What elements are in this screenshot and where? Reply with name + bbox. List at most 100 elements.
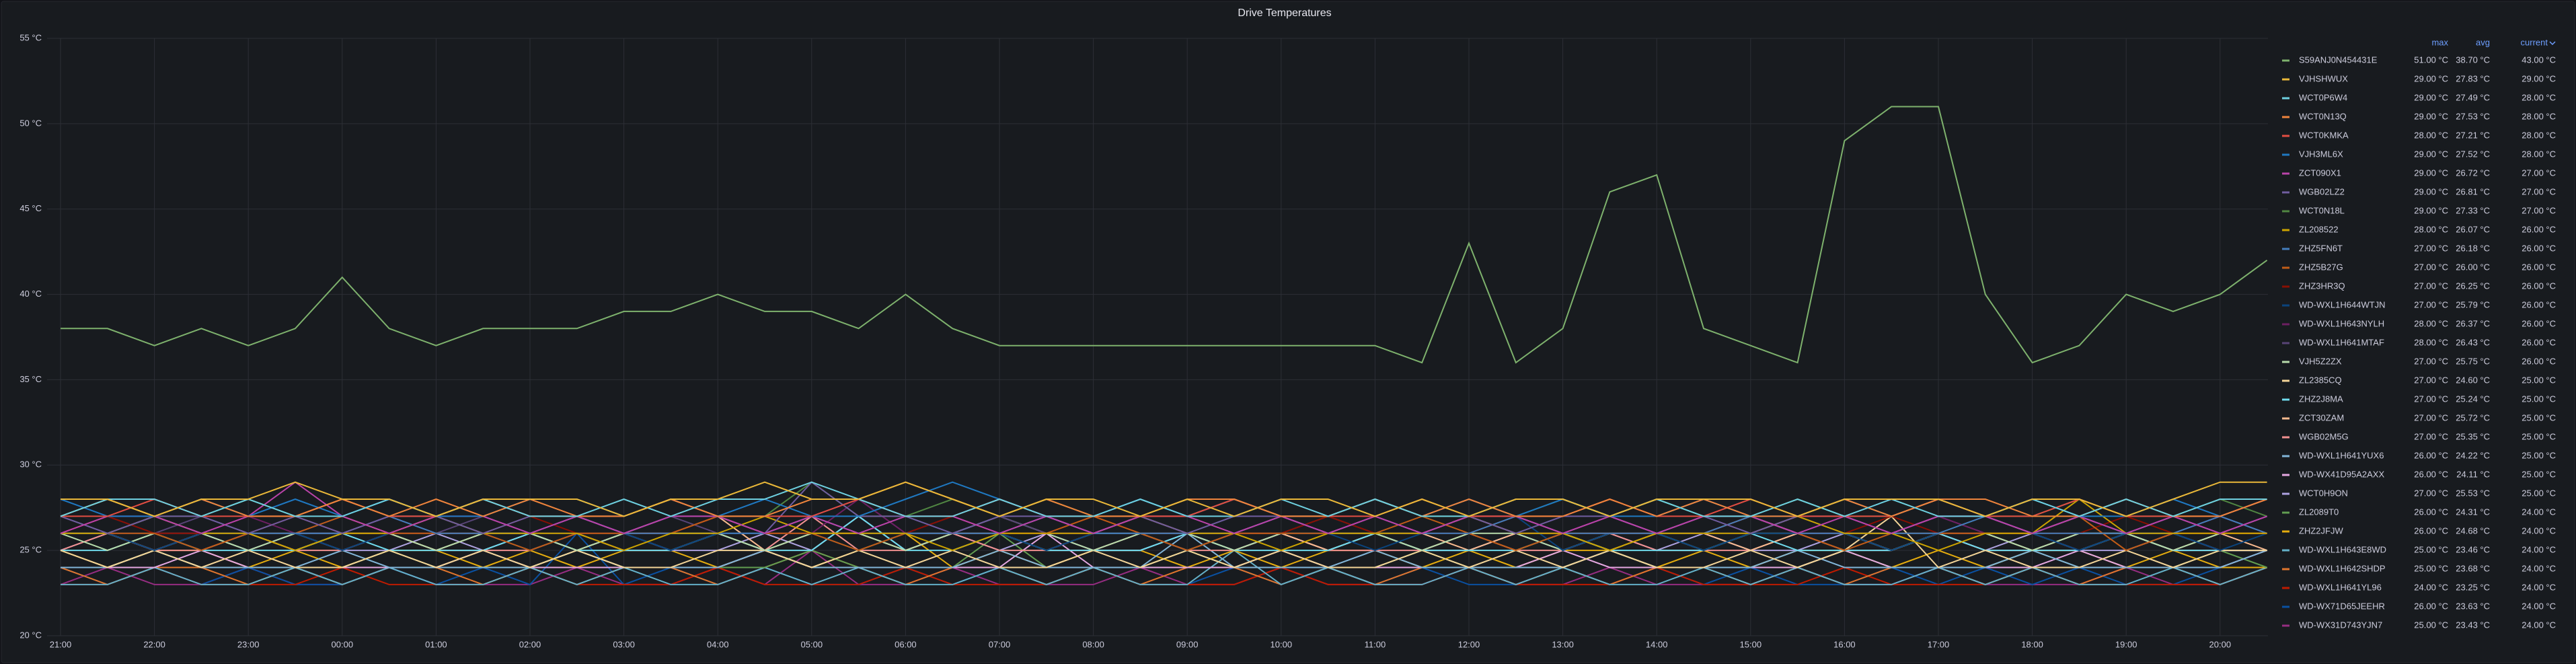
legend-value: 27.00 °C bbox=[2414, 394, 2448, 404]
legend-label[interactable]: ZHZ2JFJW bbox=[2299, 525, 2343, 536]
series-line bbox=[60, 515, 2267, 568]
legend-value: 24.68 °C bbox=[2456, 525, 2490, 536]
legend-value: 26.00 °C bbox=[2414, 507, 2448, 517]
legend-value: 29.00 °C bbox=[2414, 149, 2448, 159]
legend-label[interactable]: ZHZ3HR3Q bbox=[2299, 281, 2345, 291]
legend-value: 26.00 °C bbox=[2456, 262, 2490, 272]
legend-value: 29.00 °C bbox=[2414, 73, 2448, 83]
legend-value: 24.00 °C bbox=[2522, 544, 2556, 554]
x-tick-label: 14:00 bbox=[1646, 639, 1668, 649]
x-tick-label: 05:00 bbox=[801, 639, 823, 649]
series-line bbox=[61, 532, 2267, 568]
legend-label[interactable]: ZHZ2J8MA bbox=[2299, 394, 2343, 404]
legend-value: 24.00 °C bbox=[2414, 582, 2448, 592]
legend-label[interactable]: WD-WXL1H641MTAF bbox=[2299, 337, 2384, 347]
legend-label[interactable]: ZCT090X1 bbox=[2299, 168, 2341, 178]
legend-value: 27.00 °C bbox=[2522, 205, 2556, 215]
legend-label[interactable]: VJH5Z2ZX bbox=[2299, 356, 2342, 366]
legend-label[interactable]: WCT0P6W4 bbox=[2299, 92, 2347, 102]
legend-label[interactable]: ZL2089T0 bbox=[2299, 507, 2339, 517]
legend-value: 25.00 °C bbox=[2522, 375, 2556, 385]
x-tick-label: 07:00 bbox=[989, 639, 1011, 649]
x-tick-label: 20:00 bbox=[2209, 639, 2232, 649]
legend-label[interactable]: WD-WXL1H643NYLH bbox=[2299, 318, 2384, 328]
legend-label[interactable]: WD-WXL1H642SHDP bbox=[2299, 563, 2386, 573]
legend-label[interactable]: WGB02LZ2 bbox=[2299, 186, 2345, 196]
x-tick-label: 09:00 bbox=[1176, 639, 1199, 649]
legend-value: 38.70 °C bbox=[2456, 54, 2490, 65]
legend-value: 23.43 °C bbox=[2456, 620, 2490, 630]
legend-label[interactable]: WCT0H9ON bbox=[2299, 488, 2348, 498]
legend-value: 51.00 °C bbox=[2414, 54, 2448, 65]
legend-value: 28.00 °C bbox=[2414, 224, 2448, 234]
legend-label[interactable]: ZL208522 bbox=[2299, 224, 2339, 234]
legend-value: 24.60 °C bbox=[2456, 375, 2490, 385]
legend-value: 28.00 °C bbox=[2522, 111, 2556, 121]
legend-label[interactable]: WCT0N13Q bbox=[2299, 111, 2347, 121]
x-tick-label: 02:00 bbox=[519, 639, 541, 649]
legend-value: 24.00 °C bbox=[2522, 563, 2556, 573]
legend-value: 27.00 °C bbox=[2414, 262, 2448, 272]
legend-label[interactable]: WGB02M5G bbox=[2299, 431, 2349, 441]
legend-label[interactable]: WD-WXL1H643E8WD bbox=[2299, 544, 2386, 554]
legend-label[interactable]: S59ANJ0N454431E bbox=[2299, 54, 2378, 65]
legend-value: 25.00 °C bbox=[2522, 450, 2556, 460]
legend-value: 24.00 °C bbox=[2522, 507, 2556, 517]
legend-value: 25.79 °C bbox=[2456, 299, 2490, 309]
legend-value: 25.53 °C bbox=[2456, 488, 2490, 498]
legend-value: 24.22 °C bbox=[2456, 450, 2490, 460]
y-tick-label: 40 °C bbox=[20, 289, 42, 299]
legend-value: 23.63 °C bbox=[2456, 601, 2490, 611]
legend-label[interactable]: WCT0N18L bbox=[2299, 205, 2345, 215]
legend-value: 26.00 °C bbox=[2522, 281, 2556, 291]
legend-value: 26.07 °C bbox=[2456, 224, 2490, 234]
legend-value: 28.00 °C bbox=[2414, 318, 2448, 328]
legend-label[interactable]: VJH3ML6X bbox=[2299, 149, 2343, 159]
x-tick-label: 06:00 bbox=[895, 639, 917, 649]
legend-label[interactable]: WD-WXL1H644WTJN bbox=[2299, 299, 2386, 309]
legend-value: 23.25 °C bbox=[2456, 582, 2490, 592]
y-tick-label: 30 °C bbox=[20, 459, 42, 470]
legend-value: 27.00 °C bbox=[2522, 186, 2556, 196]
legend-label[interactable]: ZHZ5B27G bbox=[2299, 262, 2343, 272]
legend-value: 25.00 °C bbox=[2522, 488, 2556, 498]
x-tick-label: 13:00 bbox=[1552, 639, 1574, 649]
legend-label[interactable]: ZL2385CQ bbox=[2299, 375, 2342, 385]
legend-label[interactable]: VJHSHWUX bbox=[2299, 73, 2348, 83]
legend-value: 24.00 °C bbox=[2522, 525, 2556, 536]
legend-label[interactable]: WD-WXL1H641YL96 bbox=[2299, 582, 2382, 592]
legend-label[interactable]: WD-WX41D95A2AXX bbox=[2299, 469, 2384, 479]
legend-value: 26.00 °C bbox=[2522, 337, 2556, 347]
legend-value: 24.00 °C bbox=[2522, 620, 2556, 630]
legend-value: 28.00 °C bbox=[2522, 92, 2556, 102]
legend-value: 26.72 °C bbox=[2456, 168, 2490, 178]
legend-label[interactable]: ZHZ5FN6T bbox=[2299, 243, 2343, 253]
legend-label[interactable]: WD-WX71D65JEEHR bbox=[2299, 601, 2385, 611]
legend-value: 25.24 °C bbox=[2456, 394, 2490, 404]
legend-header[interactable]: max bbox=[2431, 37, 2448, 47]
legend-value: 26.81 °C bbox=[2456, 186, 2490, 196]
legend-value: 25.00 °C bbox=[2522, 469, 2556, 479]
y-tick-label: 55 °C bbox=[20, 32, 42, 42]
sort-indicator bbox=[2549, 41, 2556, 46]
legend-value: 27.00 °C bbox=[2414, 488, 2448, 498]
legend-value: 28.00 °C bbox=[2522, 130, 2556, 140]
legend-value: 24.31 °C bbox=[2456, 507, 2490, 517]
legend-label[interactable]: WD-WX31D743YJN7 bbox=[2299, 620, 2382, 630]
series-line bbox=[61, 106, 2268, 364]
x-tick-label: 11:00 bbox=[1365, 639, 1386, 649]
legend-header[interactable]: avg bbox=[2476, 37, 2490, 47]
y-tick-label: 25 °C bbox=[20, 545, 42, 555]
series-line bbox=[61, 515, 2267, 534]
legend-value: 29.00 °C bbox=[2414, 168, 2448, 178]
legend-value: 26.00 °C bbox=[2414, 525, 2448, 536]
x-tick-label: 22:00 bbox=[143, 639, 165, 649]
legend-label[interactable]: WCT0KMKA bbox=[2299, 130, 2349, 140]
legend-header[interactable]: current bbox=[2521, 37, 2548, 47]
y-tick-label: 20 °C bbox=[20, 630, 42, 640]
legend-value: 24.00 °C bbox=[2522, 582, 2556, 592]
x-tick-label: 10:00 bbox=[1271, 639, 1293, 649]
legend-label[interactable]: WD-WXL1H641YUX6 bbox=[2299, 450, 2384, 460]
legend-label[interactable]: ZCT30ZAM bbox=[2299, 412, 2344, 422]
